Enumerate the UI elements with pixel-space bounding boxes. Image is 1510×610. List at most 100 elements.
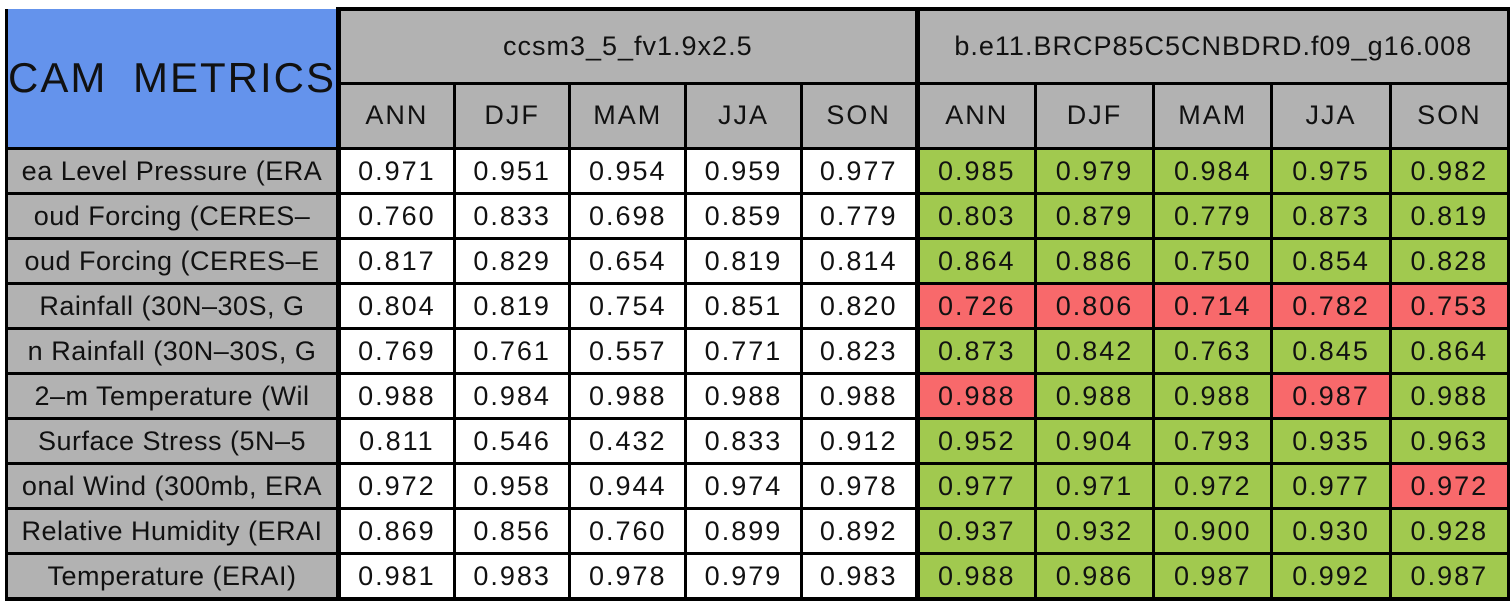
row-label: Relative Humidity (ERAI	[5, 507, 340, 555]
metrics-table-container: CAM METRICS ccsm3_5_fv1.9x2.5 b.e11.BRCP…	[5, 6, 1510, 601]
metric-cell: 0.726	[914, 282, 1037, 330]
metric-cell: 0.988	[568, 372, 688, 420]
metric-cell: 0.987	[1270, 372, 1392, 420]
season-header: DJF	[1033, 81, 1156, 151]
row-label: ea Level Pressure (ERA	[5, 147, 340, 195]
season-header: ANN	[914, 81, 1037, 151]
metric-cell: 0.769	[336, 327, 456, 375]
season-header: JJA	[1270, 81, 1392, 151]
model-header-row: CAM METRICS ccsm3_5_fv1.9x2.5 b.e11.BRCP…	[5, 6, 1510, 150]
metric-cell: 0.958	[452, 462, 572, 510]
metric-cell: 0.972	[1388, 462, 1510, 510]
metric-cell: 0.432	[568, 417, 688, 465]
metric-cell: 0.779	[799, 192, 919, 240]
row-label: Rainfall (30N–30S, G	[5, 282, 340, 330]
metric-cell: 0.754	[568, 282, 688, 330]
metric-cell: 0.988	[914, 372, 1037, 420]
metric-cell: 0.952	[914, 417, 1037, 465]
row-label: 2–m Temperature (Wil	[5, 372, 340, 420]
row-label: Surface Stress (5N–5	[5, 417, 340, 465]
metric-cell: 0.859	[684, 192, 803, 240]
metric-cell: 0.992	[1270, 552, 1392, 601]
metric-cell: 0.937	[914, 507, 1037, 555]
metric-cell: 0.979	[684, 552, 803, 601]
metric-cell: 0.761	[452, 327, 572, 375]
metric-cell: 0.557	[568, 327, 688, 375]
metrics-table: CAM METRICS ccsm3_5_fv1.9x2.5 b.e11.BRCP…	[5, 6, 1510, 601]
metric-cell: 0.782	[1270, 282, 1392, 330]
metric-cell: 0.806	[1033, 282, 1156, 330]
season-header: SON	[1388, 81, 1510, 151]
season-header: MAM	[568, 81, 688, 151]
metric-cell: 0.975	[1270, 147, 1392, 195]
metric-cell: 0.935	[1270, 417, 1392, 465]
table-row: 2–m Temperature (Wil 0.988 0.984 0.988 0…	[5, 372, 1510, 420]
metric-cell: 0.546	[452, 417, 572, 465]
row-label: Temperature (ERAI)	[5, 552, 340, 601]
metric-cell: 0.828	[1388, 237, 1510, 285]
row-label: onal Wind (300mb, ERA	[5, 462, 340, 510]
metric-cell: 0.856	[452, 507, 572, 555]
metric-cell: 0.750	[1152, 237, 1274, 285]
metric-cell: 0.763	[1152, 327, 1274, 375]
metric-cell: 0.803	[914, 192, 1037, 240]
metric-cell: 0.977	[1270, 462, 1392, 510]
metric-cell: 0.819	[452, 282, 572, 330]
metric-cell: 0.864	[1388, 327, 1510, 375]
metric-cell: 0.988	[1152, 372, 1274, 420]
metric-cell: 0.654	[568, 237, 688, 285]
metric-cell: 0.959	[684, 147, 803, 195]
metric-cell: 0.912	[799, 417, 919, 465]
metric-cell: 0.963	[1388, 417, 1510, 465]
metric-cell: 0.845	[1270, 327, 1392, 375]
season-header: MAM	[1152, 81, 1274, 151]
metric-cell: 0.981	[336, 552, 456, 601]
model-header-be11: b.e11.BRCP85C5CNBDRD.f09_g16.008	[914, 6, 1510, 85]
row-label: n Rainfall (30N–30S, G	[5, 327, 340, 375]
metric-cell: 0.986	[1033, 552, 1156, 601]
season-header-row: ANN DJF MAM JJA SON ANN DJF MAM JJA SON	[7, 81, 1510, 151]
metric-cell: 0.873	[1270, 192, 1392, 240]
metric-cell: 0.817	[336, 237, 456, 285]
metric-cell: 0.988	[336, 372, 456, 420]
metric-cell: 0.760	[568, 507, 688, 555]
metric-cell: 0.814	[799, 237, 919, 285]
table-title: CAM METRICS	[5, 9, 340, 150]
metric-cell: 0.900	[1152, 507, 1274, 555]
metric-cell: 0.698	[568, 192, 688, 240]
table-row: oud Forcing (CERES– 0.760 0.833 0.698 0.…	[5, 192, 1510, 240]
metric-cell: 0.869	[336, 507, 456, 555]
table-row: oud Forcing (CERES–E 0.817 0.829 0.654 0…	[5, 237, 1510, 285]
metric-cell: 0.987	[1388, 552, 1510, 601]
metric-cell: 0.972	[336, 462, 456, 510]
season-header: ANN	[336, 81, 456, 151]
season-header: SON	[799, 81, 919, 151]
metric-cell: 0.779	[1152, 192, 1274, 240]
metric-cell: 0.854	[1270, 237, 1392, 285]
metric-cell: 0.753	[1388, 282, 1510, 330]
metric-cell: 0.793	[1152, 417, 1274, 465]
season-header: DJF	[452, 81, 572, 151]
metric-cell: 0.984	[452, 372, 572, 420]
metric-cell: 0.987	[1152, 552, 1274, 601]
metric-cell: 0.954	[568, 147, 688, 195]
metric-cell: 0.984	[1152, 147, 1274, 195]
metric-cell: 0.829	[452, 237, 572, 285]
metric-cell: 0.771	[684, 327, 803, 375]
table-row: Surface Stress (5N–5 0.811 0.546 0.432 0…	[5, 417, 1510, 465]
metric-cell: 0.886	[1033, 237, 1156, 285]
table-row: Temperature (ERAI) 0.981 0.983 0.978 0.9…	[5, 552, 1510, 601]
metric-cell: 0.951	[452, 147, 572, 195]
table-row: Relative Humidity (ERAI 0.869 0.856 0.76…	[5, 507, 1510, 555]
metric-cell: 0.983	[452, 552, 572, 601]
season-header: JJA	[684, 81, 803, 151]
metric-cell: 0.851	[684, 282, 803, 330]
metric-cell: 0.978	[799, 462, 919, 510]
metric-cell: 0.944	[568, 462, 688, 510]
metric-cell: 0.988	[799, 372, 919, 420]
metric-cell: 0.988	[1033, 372, 1156, 420]
metric-cell: 0.820	[799, 282, 919, 330]
metric-cell: 0.988	[684, 372, 803, 420]
metric-cell: 0.873	[914, 327, 1037, 375]
metric-cell: 0.842	[1033, 327, 1156, 375]
